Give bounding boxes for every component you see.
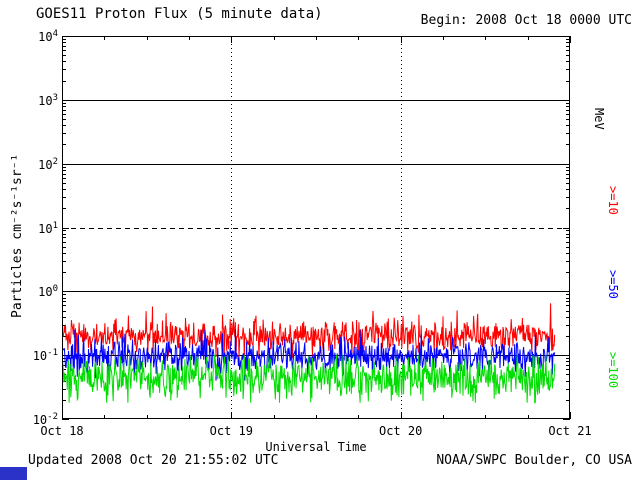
updated-timestamp: Updated 2008 Oct 20 21:55:02 UTC <box>28 453 279 468</box>
x-tick-label: Oct 19 <box>209 424 253 438</box>
chart-title: GOES11 Proton Flux (5 minute data) <box>36 6 323 22</box>
x-tick-label: Oct 21 <box>548 424 592 438</box>
y-tick-label: 102 <box>38 156 58 172</box>
y-tick-label: 101 <box>38 220 58 236</box>
corner-artifact <box>0 467 27 480</box>
x-axis-title: Universal Time <box>265 440 367 454</box>
x-tick-label: Oct 18 <box>40 424 84 438</box>
y-tick-label: 10-1 <box>32 348 58 364</box>
series-lines <box>62 303 556 404</box>
series->=100 <box>62 354 556 404</box>
x-tick-label: Oct 20 <box>378 424 423 438</box>
begin-timestamp: Begin: 2008 Oct 18 0000 UTC <box>420 13 632 28</box>
right-axis-unit-label: MeV <box>592 108 606 130</box>
legend-ge50-label: >=50 <box>606 270 620 299</box>
y-tick-label: 103 <box>38 92 58 108</box>
legend-ge100-label: >=100 <box>606 352 620 389</box>
y-tick-label: 104 <box>38 29 58 44</box>
legend-ge10-label: >=10 <box>606 186 620 215</box>
plot-frame <box>62 36 570 419</box>
series->=10 <box>62 303 556 359</box>
y-tick-label: 100 <box>38 284 58 300</box>
credit-label: NOAA/SWPC Boulder, CO USA <box>436 453 632 468</box>
y-tick-label: 10-2 <box>32 412 58 427</box>
